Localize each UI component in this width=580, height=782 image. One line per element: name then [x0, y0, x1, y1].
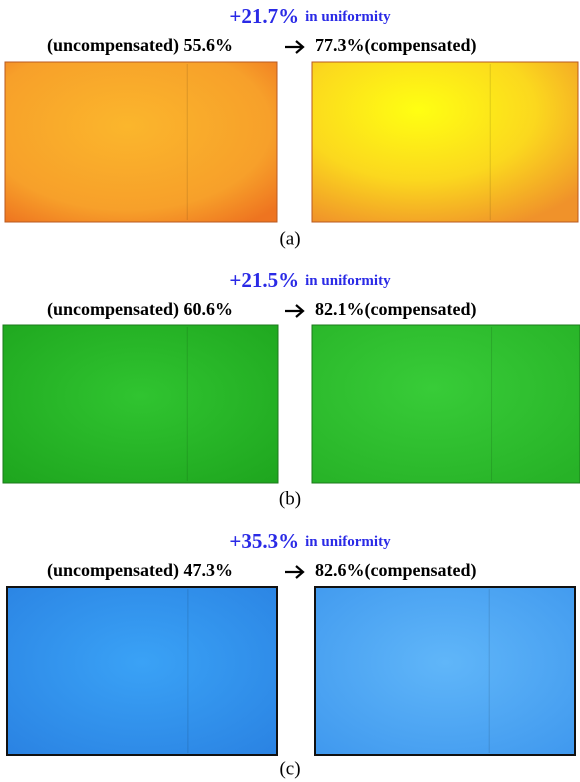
gain-title: +21.7% in uniformity — [229, 4, 391, 28]
figure: +21.7% in uniformity (uncompensated) 55.6%… — [0, 0, 580, 782]
panel-caption: (a) — [279, 228, 300, 249]
uncompensated-display — [5, 62, 277, 222]
gain-note: in uniformity — [305, 534, 391, 550]
compensated-display — [312, 62, 578, 222]
compensated-label: 77.3%(compensated) — [315, 35, 476, 56]
gain-value: +21.5% — [229, 268, 299, 292]
page: {"panels": [ {"gain": "+21.7%", "gain_no… — [0, 0, 580, 782]
compensated-label: 82.6%(compensated) — [315, 560, 476, 581]
uncompensated-label: (uncompensated) 55.6% — [47, 35, 233, 56]
uncompensated-label: (uncompensated) 47.3% — [47, 560, 233, 581]
compensated-label: 82.1%(compensated) — [315, 299, 476, 320]
compensated-display — [315, 587, 575, 755]
gain-note: in uniformity — [305, 273, 391, 289]
gain-title: +21.5% in uniformity — [229, 268, 391, 292]
uncompensated-display — [3, 325, 278, 483]
gain-value: +35.3% — [229, 529, 299, 553]
panel-caption: (b) — [279, 488, 301, 509]
gain-value: +21.7% — [229, 4, 299, 28]
panel-caption: (c) — [279, 758, 300, 779]
gain-note: in uniformity — [305, 9, 391, 25]
compensated-display — [312, 325, 580, 483]
uncompensated-label: (uncompensated) 60.6% — [47, 299, 233, 320]
gain-title: +35.3% in uniformity — [229, 529, 391, 553]
uncompensated-display — [7, 587, 277, 755]
